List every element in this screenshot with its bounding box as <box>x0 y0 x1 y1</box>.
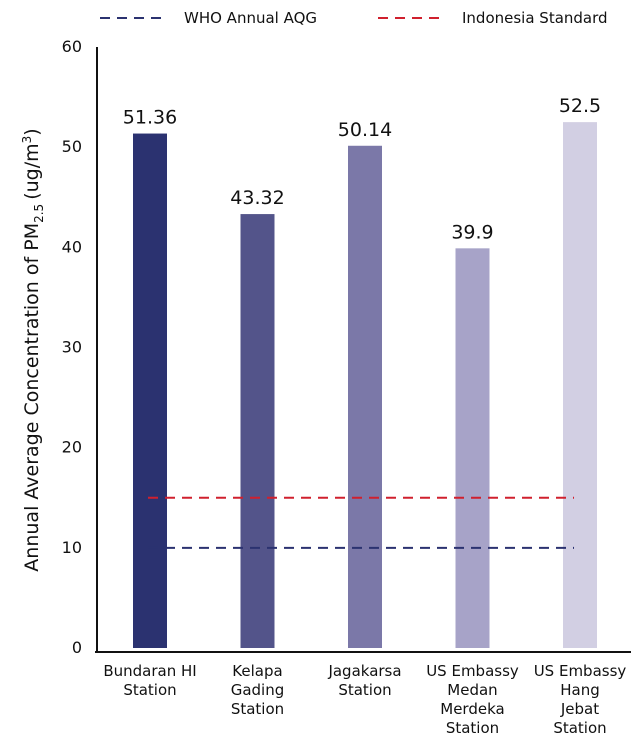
x-tick-label: Station <box>123 681 176 699</box>
x-tick-label: Gading <box>231 681 285 699</box>
x-tick-label: Station <box>446 719 499 737</box>
x-tick-label: Jagakarsa <box>327 662 401 680</box>
value-label: 51.36 <box>123 107 177 129</box>
x-tick-label: Station <box>338 681 391 699</box>
bar <box>240 214 275 648</box>
value-label: 43.32 <box>230 187 284 209</box>
legend-label: Indonesia Standard <box>462 9 608 27</box>
x-tick-label: US Embassy <box>426 662 519 680</box>
bar <box>563 122 597 648</box>
x-tick-label: Bundaran HI <box>103 662 196 680</box>
x-tick-label: US Embassy <box>534 662 627 680</box>
y-tick-label: 10 <box>62 538 82 557</box>
y-tick-label: 30 <box>62 338 82 357</box>
x-tick-label: Station <box>231 700 284 718</box>
y-tick-label: 50 <box>62 137 82 156</box>
bar <box>133 133 167 648</box>
y-axis-label: Annual Average Concentration of PM2.5(ug… <box>20 128 46 571</box>
x-tick-label: Jebat <box>560 700 599 718</box>
x-tick-label: Station <box>553 719 606 737</box>
x-tick-label: Hang <box>560 681 600 699</box>
bar <box>348 145 382 648</box>
value-label: 39.9 <box>451 221 493 243</box>
x-tick-label: Merdeka <box>440 700 504 718</box>
y-tick-label: 0 <box>72 638 82 657</box>
value-label: 50.14 <box>338 119 392 141</box>
bar <box>455 248 490 648</box>
y-tick-label: 60 <box>62 37 82 56</box>
y-tick-label: 20 <box>62 438 82 457</box>
value-label: 52.5 <box>559 95 601 117</box>
x-tick-label: Kelapa <box>232 662 282 680</box>
x-tick-label: Medan <box>447 681 497 699</box>
y-tick-label: 40 <box>62 237 82 256</box>
legend-label: WHO Annual AQG <box>184 9 317 27</box>
